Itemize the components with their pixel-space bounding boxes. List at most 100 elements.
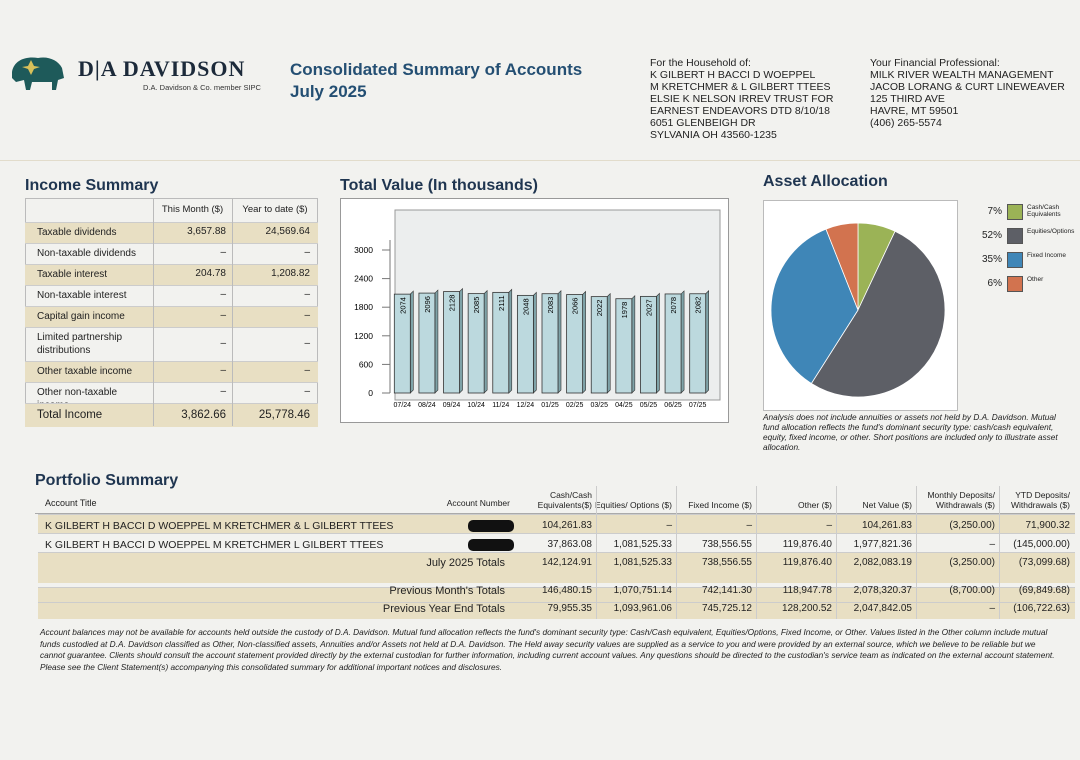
bar-value-label: 2128	[448, 295, 457, 312]
row-value: –	[304, 337, 310, 349]
legend-label: Other	[1027, 276, 1044, 283]
row-value: –	[304, 365, 310, 376]
cell-value: 79,955.35	[547, 603, 593, 614]
cell-value: 1,093,961.06	[613, 603, 672, 614]
cell-value: (3,250.00)	[949, 520, 995, 531]
row-value: –	[220, 247, 226, 258]
bar-side	[533, 291, 537, 394]
bar-value-label: 2078	[669, 297, 678, 314]
cell-value: (73,099.68)	[1018, 557, 1070, 568]
income-row	[25, 306, 318, 327]
cell-value: 119,876.40	[782, 557, 832, 568]
col-header: Equities/ Options ($)	[594, 500, 672, 510]
col-header: Cash/Cash Equivalents($)	[537, 490, 592, 510]
professional-line: MILK RIVER WEALTH MANAGEMENT	[870, 69, 1054, 81]
bar-side	[606, 292, 611, 394]
income-row	[25, 222, 318, 243]
legend-swatch	[1007, 228, 1023, 244]
bar	[541, 293, 559, 394]
cell-value: 128,200.52	[781, 603, 832, 614]
row-label: Non-taxable interest	[37, 290, 127, 301]
col-line	[676, 486, 677, 619]
cell-value: 2,078,320.37	[853, 585, 912, 596]
col-header: Account Number	[446, 498, 510, 508]
professional-line: 125 THIRD AVE	[870, 93, 945, 105]
cell-value: 104,261.83	[541, 520, 592, 531]
col-line	[999, 486, 1000, 619]
income-row	[25, 403, 318, 427]
doc-title: Consolidated Summary of Accounts	[290, 60, 583, 79]
bar-value-label: 2027	[644, 299, 653, 316]
x-tick-label: 01/25	[541, 402, 559, 409]
legend-label: Cash/Cash Equivalents	[1027, 204, 1061, 218]
legend-swatch	[1007, 276, 1023, 292]
bar-value-label: 2111	[497, 295, 506, 311]
doc-period: July 2025	[290, 82, 367, 101]
bar	[689, 293, 707, 394]
col-header: Account Title	[45, 498, 97, 508]
x-tick-label: 10/24	[467, 402, 485, 409]
household-line: EARNEST ENDEAVORS DTD 8/10/18	[650, 105, 830, 117]
row-value: –	[220, 365, 226, 376]
col-line	[232, 198, 233, 426]
cell-value: (145,000.00)	[1013, 539, 1070, 550]
bar	[492, 291, 510, 394]
bar-value-label: 2085	[472, 297, 481, 314]
x-tick-label: 07/24	[394, 402, 412, 409]
row-value: –	[304, 289, 310, 300]
cell-value: 118,947.78	[782, 585, 832, 596]
cell-value: 119,876.40	[782, 539, 832, 550]
account-number-redacted	[468, 539, 514, 551]
bar	[664, 293, 682, 394]
bar-value-label: 2096	[423, 296, 432, 313]
col-line	[916, 486, 917, 619]
bar-side	[557, 289, 562, 394]
legend-percent: 6%	[987, 278, 1002, 289]
cell-value: (69,849.68)	[1018, 585, 1070, 596]
y-tick-label: 3000	[354, 245, 373, 255]
cell-value: 745,725.12	[701, 603, 752, 614]
y-tick-label: 1800	[354, 302, 373, 312]
row-value: 1,208.82	[271, 268, 310, 279]
cell-value: 742,141.30	[701, 585, 752, 596]
cell-value: 1,070,751.14	[613, 585, 672, 596]
cell-value: 1,977,821.36	[853, 539, 912, 550]
cell-value: –	[746, 520, 752, 531]
cell-value: 104,261.83	[861, 520, 912, 531]
legend-label: Equities/Options	[1027, 228, 1075, 235]
x-tick-label: 09/24	[443, 402, 461, 409]
row-value: –	[220, 337, 226, 349]
cell-value: (3,250.00)	[949, 557, 995, 568]
cell-value: 142,124.91	[541, 557, 592, 568]
col-header: Net Value ($)	[862, 500, 912, 510]
row-label: Other taxable income	[37, 366, 133, 377]
bar-side	[410, 290, 414, 394]
bar-side	[483, 289, 488, 394]
account-number-redacted	[468, 520, 514, 532]
bar-value-label: 1978	[620, 302, 629, 319]
row-value: 24,569.64	[265, 226, 311, 237]
bar	[393, 293, 411, 394]
cell-value: –	[666, 520, 672, 531]
totals-label: July 2025 Totals	[426, 557, 505, 569]
professional-line: HAVRE, MT 59501	[870, 105, 959, 117]
bar-side	[582, 290, 586, 394]
bar	[615, 298, 633, 394]
bar-value-label: 2083	[546, 297, 555, 314]
cell-value: 2,047,842.05	[853, 603, 912, 614]
col-line	[756, 486, 757, 619]
income-row	[25, 264, 318, 285]
household-line: K GILBERT H BACCI D WOEPPEL	[650, 69, 816, 81]
bar	[443, 291, 460, 394]
y-tick-label: 1200	[354, 331, 373, 341]
bar-side	[434, 289, 439, 394]
row-value: –	[220, 310, 226, 321]
legend-swatch	[1007, 204, 1023, 220]
row-value: 25,778.46	[258, 408, 310, 421]
row-label: Limited partnership distributions	[37, 332, 123, 356]
row-band	[38, 602, 1075, 619]
member-line: D.A. Davidson & Co. member SIPC	[143, 83, 261, 92]
brand: D|A DAVIDSON	[78, 56, 246, 81]
account-title: K GILBERT H BACCI D WOEPPEL M KRETCHMER …	[45, 520, 394, 532]
bar	[640, 295, 657, 394]
